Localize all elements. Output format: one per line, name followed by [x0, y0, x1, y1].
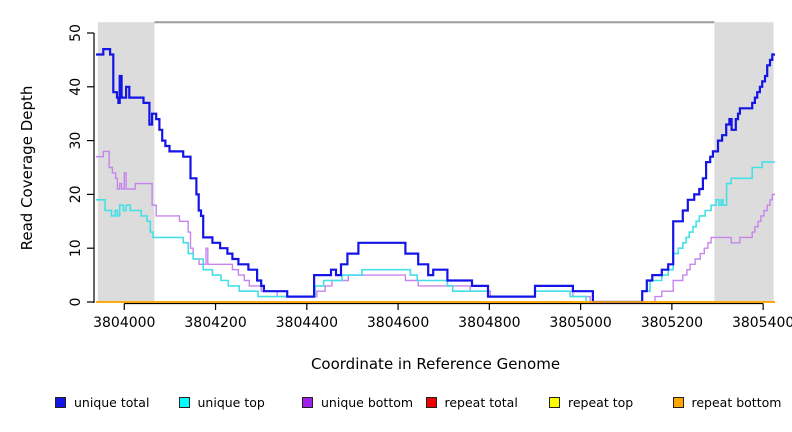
x-tick-label: 3804400: [276, 315, 338, 331]
x-tick-label: 3805000: [549, 315, 611, 331]
legend-label: repeat total: [444, 395, 518, 410]
x-tick-label: 3804600: [367, 315, 429, 331]
y-tick-label: 0: [68, 298, 84, 307]
shaded-repeat-region: [97, 22, 155, 303]
legend-swatch-icon: [178, 397, 190, 408]
legend-swatch-icon: [672, 397, 684, 408]
legend-item-repeat-total: repeat total: [425, 395, 518, 410]
x-tick-label: 3804200: [184, 315, 246, 331]
coverage-plot: 0 10 20 30 40 50 3804000 3804200 3804400 3804600 3…: [68, 21, 792, 331]
x-tick-label: 3804800: [458, 315, 520, 331]
legend-swatch-icon: [55, 397, 66, 408]
legend-label: repeat bottom: [691, 395, 782, 410]
legend-item-repeat-top: repeat top: [549, 395, 633, 410]
x-tick-label: 3804000: [93, 315, 155, 331]
legend-swatch-icon: [302, 397, 313, 408]
legend-swatch-icon: [425, 397, 437, 408]
legend-item-unique-bottom: unique bottom: [302, 395, 413, 410]
legend-label: unique top: [197, 395, 265, 410]
legend-item-unique-total: unique total: [55, 395, 149, 410]
series-line-unique-top: [96, 161, 775, 303]
y-tick-label: 40: [68, 78, 84, 96]
legend-label: repeat top: [568, 395, 634, 410]
legend-item-repeat-bottom: repeat bottom: [672, 395, 782, 410]
legend-label: unique bottom: [321, 395, 414, 410]
series-line-unique-total: [96, 48, 775, 304]
series-line-unique-bottom: [96, 150, 775, 303]
x-tick-label: 3805400: [732, 315, 792, 331]
x-tick-label: 3805200: [641, 315, 703, 331]
y-axis-title: Read Coverage Depth: [18, 85, 36, 251]
legend: unique total unique top unique bottom repea…: [0, 395, 792, 419]
x-axis-title: Coordinate in Reference Genome: [310, 355, 561, 373]
legend-item-unique-top: unique top: [178, 395, 265, 410]
y-tick-label: 50: [68, 24, 84, 42]
legend-label: unique total: [74, 395, 150, 410]
legend-swatch-icon: [549, 397, 560, 408]
y-tick-label: 10: [68, 239, 84, 257]
y-tick-label: 30: [68, 132, 84, 150]
y-tick-label: 20: [68, 185, 84, 203]
